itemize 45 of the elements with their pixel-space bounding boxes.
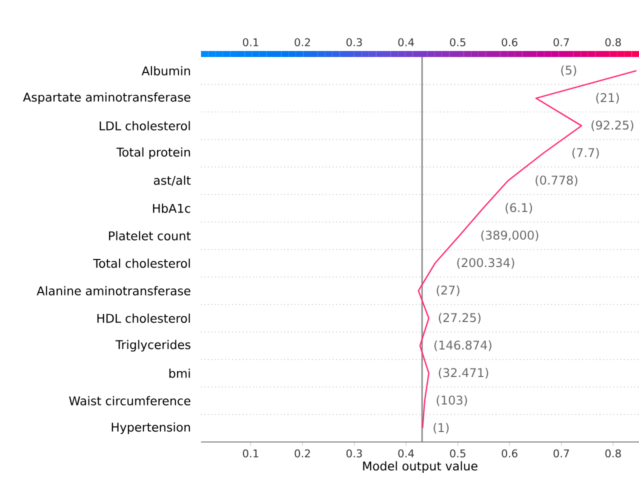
annotation: (27): [436, 285, 460, 296]
annotation: (92.25): [592, 120, 634, 132]
annotation: (32.471): [438, 368, 488, 379]
x-axis-title: Model output value: [363, 461, 478, 473]
y-tick-label: HbA1c: [153, 204, 190, 213]
y-tick-label: Albumin: [142, 66, 190, 76]
x-tick-label: 0.5: [450, 449, 466, 458]
y-tick-label: HDL cholesterol: [97, 314, 190, 323]
annotation: (6.1): [506, 202, 532, 214]
y-tick-label: ast/alt: [154, 176, 191, 186]
color-bar-label: 0.1: [242, 38, 258, 46]
y-tick-label: LDL cholesterol: [100, 121, 190, 130]
x-tick-label: 0.1: [242, 449, 258, 458]
x-tick-label: 0.3: [346, 449, 362, 458]
annotation: (7.7): [572, 148, 599, 159]
y-tick-label: bmi: [169, 368, 190, 378]
annotation: (389,000): [481, 230, 538, 242]
x-tick-label: 0.7: [554, 449, 569, 458]
y-tick-label: Aspartate aminotransferase: [23, 92, 190, 104]
color-bar-label: 0.7: [554, 38, 569, 46]
x-tick-label: 0.8: [605, 449, 621, 458]
annotation: (200.334): [457, 258, 514, 269]
annotation: (27.25): [438, 312, 481, 324]
x-tick-label: 0.6: [502, 449, 518, 458]
color-bar-label: 0.3: [346, 38, 362, 46]
y-tick-label: Hypertension: [112, 422, 190, 434]
y-tick-label: Total cholesterol: [93, 258, 190, 268]
y-tick-label: Total protein: [116, 147, 190, 160]
annotation: (146.874): [434, 340, 492, 352]
annotation: (21): [596, 92, 619, 104]
annotation: (0.778): [536, 175, 578, 186]
x-tick-label: 0.4: [398, 449, 414, 458]
y-tick-label: Waist circumference: [69, 396, 190, 406]
color-bar-label: 0.8: [605, 38, 621, 46]
color-bar-label: 0.4: [398, 38, 414, 46]
x-tick-label: 0.2: [294, 449, 310, 458]
annotation: (1): [434, 422, 449, 434]
color-bar-label: 0.2: [294, 38, 310, 46]
y-tick-label: Platelet count: [109, 231, 191, 240]
annotation: (5): [561, 65, 576, 76]
color-bar-label: 0.6: [502, 38, 518, 46]
y-tick-label: Alanine aminotransferase: [36, 286, 190, 296]
y-tick-label: Triglycerides: [116, 340, 190, 352]
color-bar-label: 0.5: [450, 38, 466, 46]
annotation: (103): [436, 395, 467, 406]
